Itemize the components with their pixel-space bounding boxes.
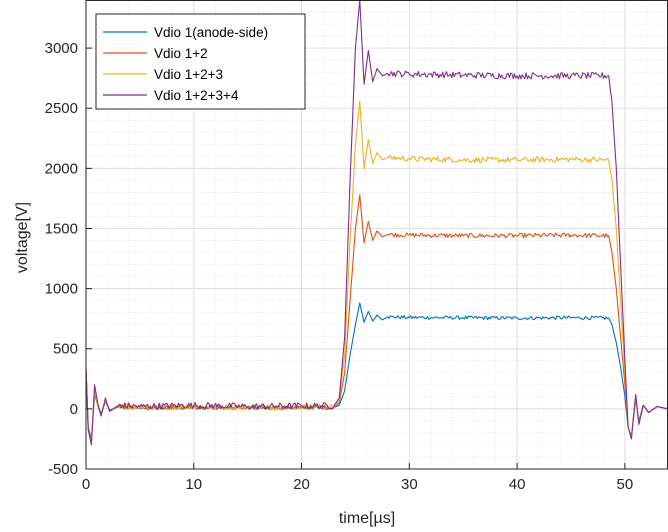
- x-tick-label: 20: [293, 476, 310, 493]
- series-layer: [85, 0, 668, 446]
- series-line: [85, 0, 668, 446]
- y-tick-label: 3000: [45, 40, 78, 57]
- x-tick-label: 30: [401, 476, 418, 493]
- legend-entry: Vdio 1(anode-side): [103, 25, 268, 40]
- y-tick-label: 500: [53, 341, 78, 358]
- axis-ticks: [85, 47, 626, 470]
- y-axis-label: voltage[V]: [14, 202, 31, 273]
- legend-entry: Vdio 1+2: [103, 46, 208, 61]
- y-tick-labels: -500 0 500 1000 1500 2000 2500 3000: [45, 40, 78, 478]
- y-tick-label: 0: [70, 401, 78, 418]
- y-tick-label: 1500: [45, 220, 78, 237]
- x-tick-label: 50: [617, 476, 634, 493]
- legend-entry: Vdio 1+2+3+4: [103, 88, 239, 103]
- legend-box: [95, 13, 306, 110]
- x-tick-label: 10: [185, 476, 202, 493]
- legend-label: Vdio 1+2: [154, 46, 208, 61]
- y-tick-label: 2500: [45, 100, 78, 117]
- y-tick-label: 1000: [45, 281, 78, 298]
- y-tick-label: -500: [48, 461, 78, 478]
- legend-entry: Vdio 1+2+3: [103, 67, 223, 82]
- x-axis-label: time[µs]: [339, 510, 395, 527]
- series-line: [85, 302, 668, 440]
- x-tick-label: 0: [82, 476, 90, 493]
- legend-label: Vdio 1(anode-side): [154, 25, 268, 40]
- y-tick-label: 2000: [45, 160, 78, 177]
- x-tick-labels: 0 10 20 30 40 50: [82, 476, 633, 493]
- legend-label: Vdio 1+2+3: [154, 67, 223, 82]
- x-tick-label: 40: [509, 476, 526, 493]
- series-line: [85, 100, 668, 444]
- legend-label: Vdio 1+2+3+4: [154, 88, 239, 103]
- legend: Vdio 1(anode-side) Vdio 1+2 Vdio 1+2+3 V…: [95, 13, 306, 110]
